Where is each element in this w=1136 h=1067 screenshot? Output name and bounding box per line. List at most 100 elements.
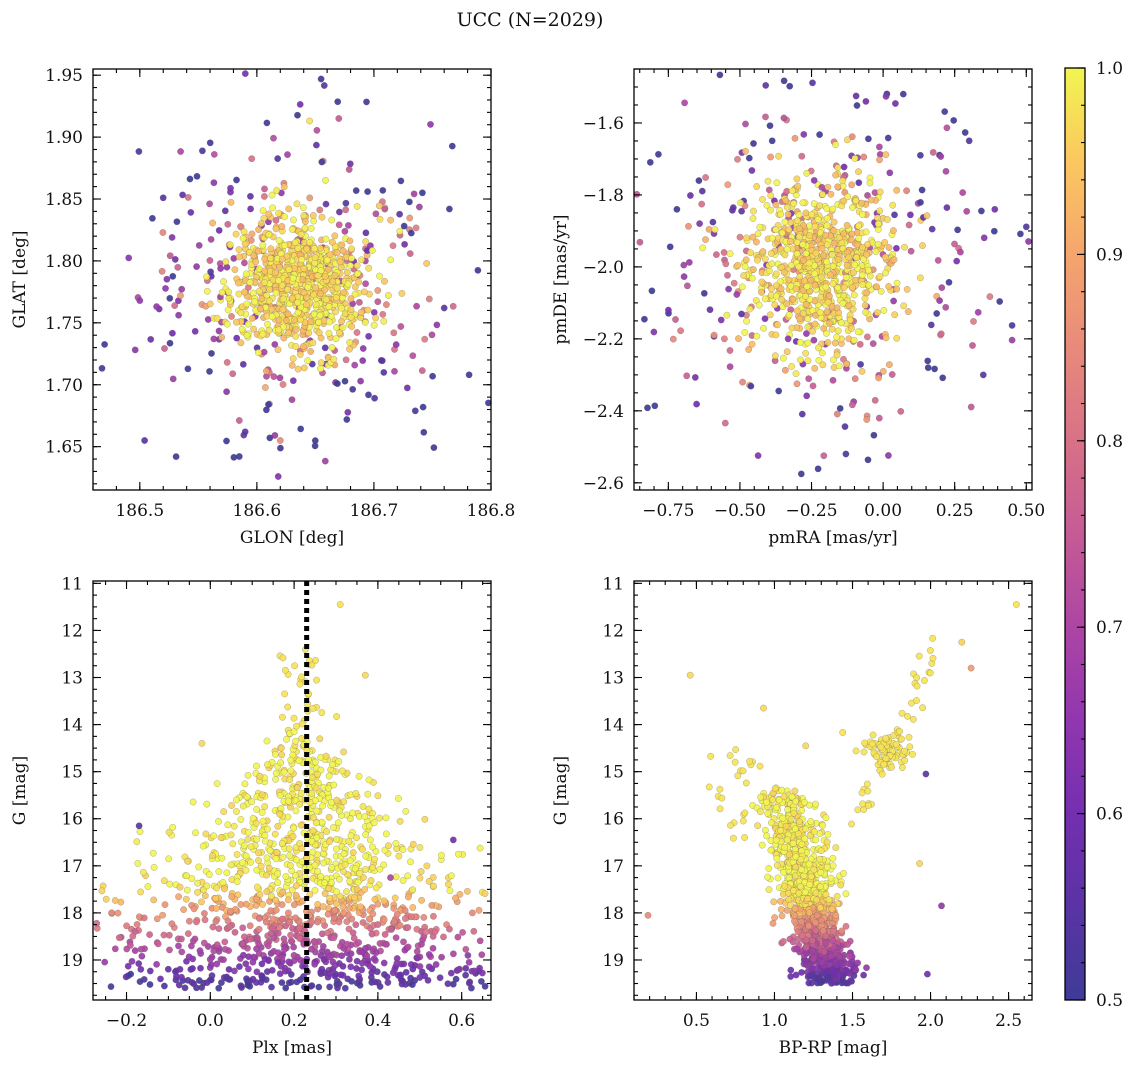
y-tick-label: 15 — [61, 763, 83, 783]
data-point — [834, 327, 842, 335]
data-point — [240, 842, 248, 850]
data-point — [264, 825, 271, 833]
data-point — [814, 215, 822, 223]
data-point — [848, 133, 856, 141]
data-point — [325, 838, 333, 846]
data-point — [210, 832, 218, 840]
data-point — [804, 895, 812, 903]
data-point — [863, 289, 871, 297]
y-tick-label: 19 — [61, 951, 83, 971]
data-point — [885, 452, 892, 459]
data-point — [844, 136, 851, 144]
data-point — [832, 141, 839, 149]
y-tick-label: 1.80 — [45, 252, 83, 272]
data-point — [319, 802, 326, 810]
data-point — [235, 253, 243, 261]
data-point — [261, 837, 269, 845]
data-point — [247, 205, 255, 213]
data-point — [805, 375, 813, 383]
data-point — [729, 206, 736, 214]
data-point — [292, 892, 300, 899]
data-point — [264, 761, 271, 768]
data-point — [256, 305, 264, 313]
data-point — [933, 310, 941, 317]
data-point — [876, 207, 884, 215]
data-point — [884, 134, 892, 142]
data-point — [169, 823, 177, 831]
data-point — [893, 244, 900, 252]
data-point — [298, 673, 305, 681]
data-point — [680, 261, 688, 269]
data-point — [771, 352, 779, 360]
data-point — [418, 367, 426, 374]
data-point — [345, 955, 353, 963]
data-point — [239, 360, 247, 368]
data-point — [292, 737, 300, 745]
data-point — [351, 290, 359, 298]
data-point — [340, 289, 348, 296]
data-point — [253, 762, 260, 770]
data-point — [447, 969, 455, 977]
data-point — [325, 813, 333, 821]
data-point — [338, 241, 346, 249]
data-point — [392, 341, 400, 348]
data-point — [206, 139, 214, 147]
data-point — [811, 364, 819, 372]
data-point — [919, 242, 926, 250]
data-point — [827, 874, 835, 882]
data-point — [271, 830, 279, 838]
data-point — [394, 795, 402, 802]
x-tick-label: 0.00 — [864, 501, 902, 521]
data-point — [311, 254, 319, 262]
data-point — [827, 190, 835, 198]
data-point — [221, 207, 229, 215]
data-point — [780, 354, 787, 362]
data-point — [107, 983, 115, 990]
data-point — [380, 368, 388, 376]
data-point — [315, 318, 323, 326]
data-point — [369, 910, 377, 918]
data-point — [793, 307, 801, 315]
data-point — [191, 327, 199, 335]
data-point — [880, 306, 888, 314]
data-point — [699, 244, 706, 252]
data-point — [781, 843, 788, 851]
data-point — [317, 290, 324, 297]
data-point — [760, 324, 767, 332]
data-point — [905, 221, 913, 229]
data-point — [261, 803, 269, 810]
data-point — [646, 158, 654, 166]
data-point — [817, 273, 825, 281]
data-point — [335, 329, 343, 337]
figure-title: UCC (N=2029) — [457, 9, 604, 31]
data-point — [685, 222, 692, 230]
data-point — [773, 862, 781, 869]
data-point — [1008, 321, 1016, 329]
data-point — [876, 188, 884, 196]
data-point — [768, 137, 776, 145]
data-point — [957, 248, 964, 256]
data-point — [316, 206, 324, 214]
data-point — [665, 306, 672, 314]
data-point — [235, 963, 243, 970]
data-point — [279, 306, 287, 314]
data-point — [244, 965, 252, 973]
data-point — [202, 830, 210, 838]
data-point — [801, 888, 809, 896]
data-point — [777, 210, 785, 218]
data-point — [232, 796, 240, 804]
data-point — [791, 825, 799, 833]
data-point — [417, 868, 425, 875]
data-point — [380, 971, 388, 978]
data-point — [206, 257, 214, 264]
data-point — [226, 976, 234, 983]
data-point — [369, 843, 376, 851]
data-point — [756, 223, 764, 231]
data-point — [808, 211, 816, 219]
data-point — [333, 888, 340, 896]
data-point — [726, 363, 734, 371]
data-point — [319, 943, 327, 950]
data-point — [353, 202, 361, 210]
data-point — [409, 965, 417, 973]
data-point — [866, 272, 874, 280]
